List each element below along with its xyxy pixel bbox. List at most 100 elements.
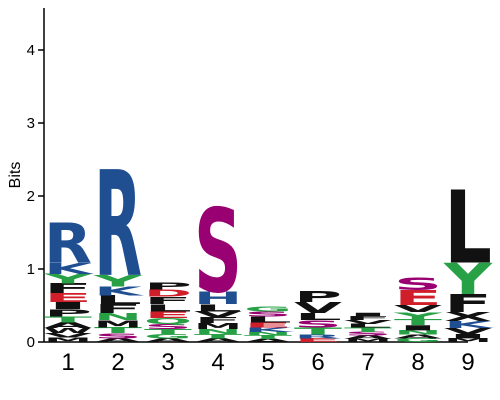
residue-letter: K xyxy=(94,284,144,298)
residue-letter: S xyxy=(144,323,192,331)
residue-letter: M xyxy=(344,338,392,343)
residue-letter: L xyxy=(144,302,192,314)
residue-letter: T xyxy=(394,318,442,327)
residue-letter: A xyxy=(94,337,142,343)
residue-letter: E xyxy=(144,310,192,320)
residue-letter: G xyxy=(144,333,192,340)
position-label: 9 xyxy=(461,349,474,376)
residue-letter: L xyxy=(444,170,492,286)
residue-letter: V xyxy=(394,303,443,314)
residue-letter: F xyxy=(194,316,242,325)
residue-letter: S xyxy=(94,332,142,340)
residue-letter: G xyxy=(244,305,292,313)
residue-letter: A xyxy=(144,337,192,343)
y-tick-label: 0 xyxy=(27,334,35,351)
residue-letter: A xyxy=(344,335,392,341)
residue-letter: X xyxy=(444,310,492,324)
logo-columns: MVWATPIEFYKRASTMNFLKYRAGTSQELFDPATNMFVLH… xyxy=(43,141,495,344)
residue-letter: M xyxy=(94,319,142,330)
residue-letter: K xyxy=(244,326,295,333)
residue-letter: S xyxy=(294,318,342,330)
residue-letter: V xyxy=(444,327,492,336)
residue-letter: R xyxy=(44,212,92,277)
residue-letter: V xyxy=(44,332,92,339)
residue-letter: A xyxy=(394,334,442,340)
residue-letter: G xyxy=(394,337,442,343)
residue-letter: S xyxy=(344,331,392,337)
residue-letter: I xyxy=(44,300,92,312)
residue-letter: T xyxy=(44,315,92,324)
residue-letter: E xyxy=(244,321,292,329)
residue-letter: H xyxy=(194,288,242,308)
residue-letter: V xyxy=(344,319,392,325)
residue-letter: F xyxy=(144,295,192,307)
residue-letter: R xyxy=(94,141,142,310)
residue-letter: E xyxy=(394,287,442,310)
residue-letter: P xyxy=(44,307,92,319)
residue-letter: M xyxy=(194,322,242,331)
residue-letter: N xyxy=(244,331,292,337)
residue-letter: L xyxy=(294,311,342,323)
residue-letter: N xyxy=(394,329,442,336)
residue-letter: V xyxy=(294,299,342,317)
residue-letter: N xyxy=(94,311,142,323)
residue-letter: T xyxy=(194,333,242,340)
residue-letter: V xyxy=(194,310,242,319)
residue-letter: E xyxy=(44,291,92,305)
residue-letter: Y xyxy=(93,272,144,291)
residue-letter: E xyxy=(294,337,342,343)
residue-letter: F xyxy=(94,302,142,316)
position-label: 7 xyxy=(361,349,374,376)
residue-letter: D xyxy=(144,287,192,299)
y-ticks: 0 1 2 3 4 xyxy=(27,42,44,351)
residue-letter: T xyxy=(144,328,192,336)
position-label: 2 xyxy=(111,349,124,376)
residue-letter: M xyxy=(44,337,92,344)
residue-letter: N xyxy=(194,327,242,335)
residue-letter: S xyxy=(194,186,242,319)
y-tick-label: 3 xyxy=(27,115,35,132)
position-label: 5 xyxy=(261,349,274,376)
y-tick-label: 4 xyxy=(27,42,35,59)
residue-letter: R xyxy=(294,334,342,340)
position-label: 1 xyxy=(61,349,74,376)
y-tick-label: 2 xyxy=(27,188,35,205)
y-tick-label: 1 xyxy=(27,261,35,278)
residue-letter: T xyxy=(344,326,392,333)
residue-letter: T xyxy=(244,334,292,340)
residue-letter: K xyxy=(444,319,494,330)
residue-letter: W xyxy=(44,327,92,335)
residue-letter: M xyxy=(444,337,492,343)
residue-letter: L xyxy=(94,293,142,307)
residue-letter: Y xyxy=(43,272,94,287)
position-label: 4 xyxy=(211,349,224,376)
residue-letter: A xyxy=(244,338,292,343)
residue-letter: K xyxy=(44,260,95,278)
residue-letter: S xyxy=(244,310,292,318)
residue-letter: I xyxy=(444,333,492,340)
residue-letter: Q xyxy=(144,316,192,325)
residue-letter: L xyxy=(244,315,292,324)
y-axis-title: Bits xyxy=(7,162,24,189)
chart-axes xyxy=(43,8,468,343)
residue-letter: P xyxy=(294,288,342,305)
position-labels: 1 2 3 4 5 6 7 8 9 xyxy=(61,349,474,376)
residue-letter: P xyxy=(144,280,192,292)
position-label: 6 xyxy=(311,349,324,376)
position-label: 3 xyxy=(161,349,174,376)
residue-letter: L xyxy=(194,302,242,314)
residue-letter: Y xyxy=(443,255,493,305)
residue-letter: T xyxy=(294,325,342,337)
residue-letter: Y xyxy=(393,310,443,322)
position-label: 8 xyxy=(411,349,424,376)
